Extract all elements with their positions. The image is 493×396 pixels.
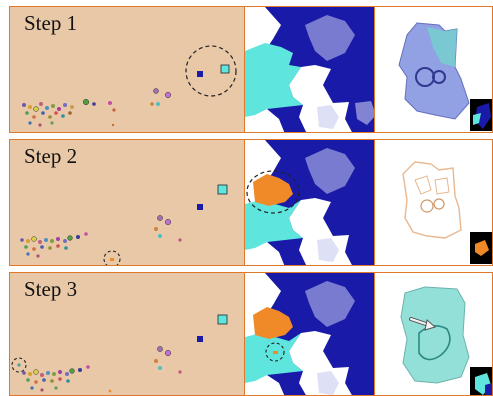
mesh-render-panel-3 (374, 272, 493, 396)
blue-square-marker (197, 204, 203, 210)
step-row-2: Step 2 (0, 139, 493, 266)
sparse-region-right (355, 101, 374, 125)
sparse-region-low (317, 238, 339, 262)
step-label: Step 2 (24, 144, 78, 168)
thumbnail-cyan (473, 113, 481, 125)
blue-square-marker (197, 71, 203, 77)
arrow-head-icon (424, 319, 437, 331)
cyan-segment (245, 43, 303, 117)
orange-segment (253, 174, 293, 206)
step-label: Step 1 (24, 11, 78, 35)
dashed-circle-icon (246, 170, 300, 214)
tan-mesh-outline (402, 161, 462, 239)
sparse-region (305, 148, 355, 194)
cyan-square-marker (217, 184, 228, 195)
tan-mesh-detail (414, 175, 450, 195)
orange-point (273, 351, 278, 354)
step-label: Step 3 (24, 277, 78, 301)
dashed-circle-icon (11, 357, 27, 373)
dashed-circle-icon (185, 45, 237, 97)
mesh-render-1 (398, 22, 492, 131)
feature-space-panel-3: Step 3 (9, 272, 245, 396)
thumbnail-blue (485, 383, 492, 395)
gear-part (433, 198, 445, 210)
point-cloud-2 (245, 140, 374, 265)
gear-part (420, 199, 434, 213)
scatter-cluster-bottom-left (20, 232, 88, 258)
dashed-circle-icon (103, 250, 121, 265)
cyan-segment (245, 200, 303, 250)
point-cloud-3 (245, 273, 374, 395)
sparse-region-low (317, 105, 339, 129)
feature-space-panel-1: Step 1 (9, 6, 245, 133)
scatter-cluster-bottom-left (22, 98, 116, 127)
sparse-region-low (317, 371, 339, 395)
scatter-cluster-bottom-left (17, 363, 112, 393)
sparse-region (305, 281, 355, 327)
feature-scatter-1 (22, 45, 237, 127)
point-cloud-1 (245, 7, 374, 132)
teal-mesh-part (427, 27, 457, 67)
mesh-render-3 (400, 286, 492, 395)
feature-scatter-3 (11, 314, 228, 393)
point-cloud-panel-3 (244, 272, 375, 396)
feature-space-panel-2: Step 2 (9, 139, 245, 266)
point-cloud-panel-2 (244, 139, 375, 266)
feature-scatter-2 (20, 184, 228, 265)
blue-square-marker (197, 336, 203, 342)
mesh-render-panel-1 (374, 6, 493, 133)
gear-part (432, 70, 446, 84)
teal-mesh (400, 286, 470, 384)
step-row-1: Step 1 (0, 6, 493, 133)
scatter-cluster-right (154, 215, 182, 242)
orange-segment (253, 307, 293, 339)
cyan-square-marker (217, 314, 228, 325)
step-row-3: Step 3 (0, 272, 493, 396)
scatter-cluster-right (154, 346, 182, 374)
point-cloud-panel-1 (244, 6, 375, 133)
cyan-segment (245, 333, 303, 383)
orange-point (110, 258, 114, 261)
thumbnail-orange (475, 240, 489, 256)
cyan-square-marker (220, 64, 230, 74)
sparse-region (305, 15, 355, 61)
mesh-render-2 (402, 161, 492, 264)
dashed-circle-icon (265, 342, 285, 362)
mesh-render-panel-2 (374, 139, 493, 266)
scatter-cluster-right (150, 88, 172, 106)
